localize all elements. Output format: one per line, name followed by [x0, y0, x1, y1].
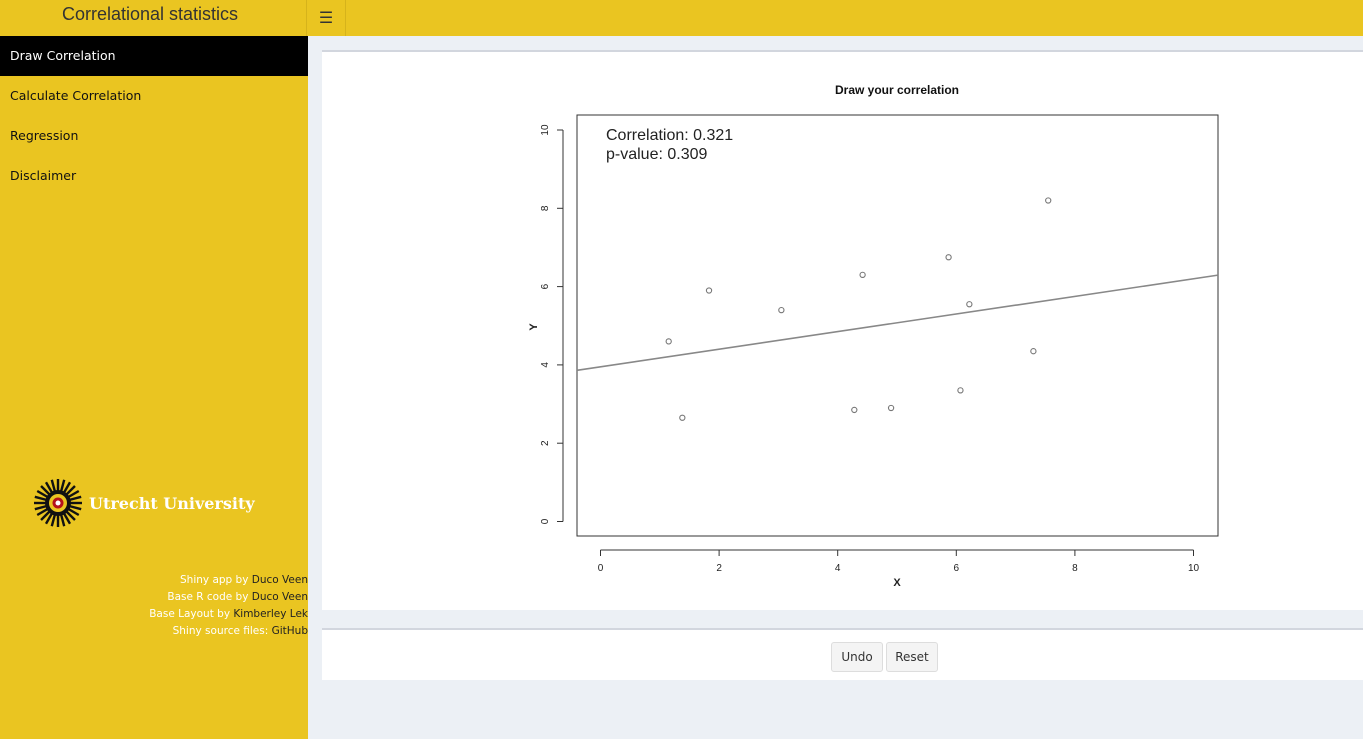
x-tick-label: 8	[1072, 563, 1078, 574]
credit-line: Base Layout by Kimberley Lek	[149, 608, 308, 620]
credit-line: Base R code by Duco Veen	[167, 591, 308, 603]
plot-frame	[576, 114, 1219, 537]
github-link[interactable]: GitHub	[271, 625, 308, 637]
y-tick-label: 10	[540, 124, 551, 136]
sidebar-item-regression[interactable]: Regression	[10, 128, 79, 143]
x-axis-label: X	[893, 577, 901, 589]
x-tick-label: 6	[954, 563, 960, 574]
data-point	[778, 306, 785, 314]
data-point	[945, 254, 952, 261]
university-logo: Utrecht University	[33, 478, 255, 528]
y-tick-label: 8	[540, 205, 551, 211]
x-tick-label: 0	[598, 563, 604, 574]
x-tick-label: 4	[835, 563, 841, 574]
data-point	[859, 271, 866, 279]
reset-button[interactable]: Reset	[886, 642, 938, 672]
logo-text: Utrecht University	[89, 493, 255, 513]
credit-link[interactable]: Duco Veen	[251, 574, 308, 586]
data-point	[851, 406, 858, 414]
credit-line: Shiny source files: GitHub	[172, 625, 308, 637]
pvalue-text: p-value: 0.309	[606, 146, 708, 163]
y-tick-label: 2	[540, 440, 551, 446]
data-point	[1030, 348, 1037, 355]
x-tick-label: 10	[1188, 563, 1200, 574]
y-tick-label: 0	[540, 518, 551, 524]
undo-button[interactable]: Undo	[831, 642, 883, 672]
regression-line	[576, 274, 1219, 372]
controls-box: Undo Reset	[322, 628, 1363, 680]
data-point	[966, 301, 973, 308]
scatter-plot[interactable]: Draw your correlation 0 2 4 6 8 10 0 2 4 6 8 10 Cor…	[322, 52, 1363, 608]
plot-box: Draw your correlation 0 2 4 6 8 10 0 2 4 6 8 10 Cor…	[322, 50, 1363, 610]
sidebar-item-calculate-correlation[interactable]: Calculate Correlation	[10, 88, 142, 103]
sidebar-item-draw-correlation[interactable]: Draw Correlation	[0, 36, 308, 76]
data-point	[1045, 197, 1052, 204]
x-tick-label: 2	[716, 563, 722, 574]
sidebar: Draw Correlation Calculate Correlation R…	[0, 36, 308, 739]
chart-title: Draw your correlation	[835, 83, 959, 97]
y-tick-label: 6	[540, 283, 551, 289]
credits: Shiny app by Duco Veen Base R code by Du…	[149, 572, 308, 640]
data-point	[705, 287, 713, 294]
correlation-text: Correlation: 0.321	[606, 127, 733, 144]
credit-line: Shiny app by Duco Veen	[180, 574, 308, 586]
hamburger-icon: ☰	[318, 10, 334, 27]
data-point	[957, 387, 964, 394]
credit-link[interactable]: Kimberley Lek	[233, 608, 308, 620]
y-tick-label: 4	[540, 362, 551, 368]
top-navbar: ☰	[307, 0, 1363, 36]
sidebar-toggle-button[interactable]: ☰	[307, 0, 346, 36]
data-point	[679, 414, 686, 421]
data-point	[665, 338, 672, 345]
app-title: Correlational statistics	[61, 4, 239, 24]
credit-link[interactable]: Duco Veen	[251, 591, 308, 603]
sidebar-item-disclaimer[interactable]: Disclaimer	[10, 168, 77, 183]
sun-seal-icon	[34, 479, 82, 527]
y-axis-label: Y	[528, 323, 540, 331]
data-point	[887, 404, 895, 412]
app-title-bar: Correlational statistics	[0, 0, 307, 36]
